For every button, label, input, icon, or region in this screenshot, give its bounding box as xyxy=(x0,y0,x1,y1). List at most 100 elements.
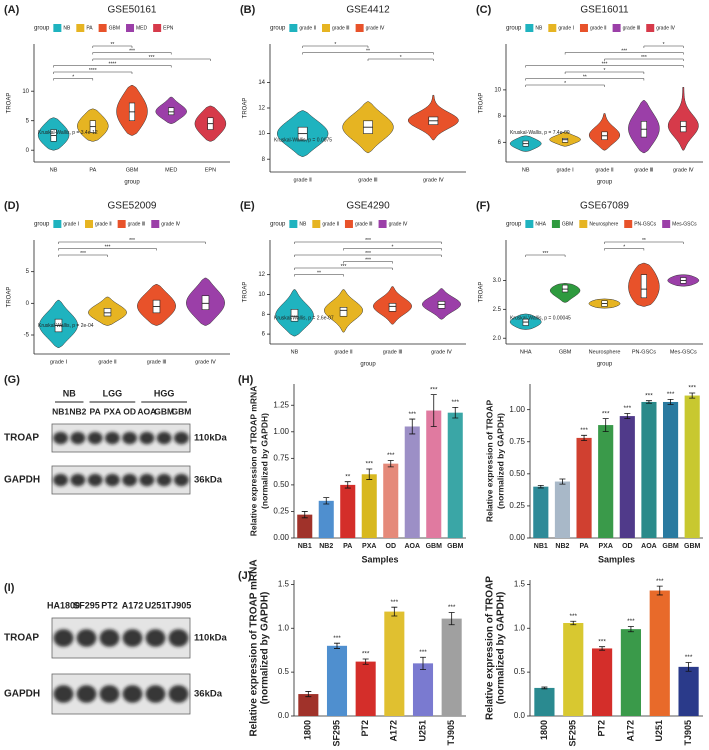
x-axis-label: group xyxy=(360,362,376,368)
box xyxy=(562,284,569,293)
legend-swatch xyxy=(344,220,353,228)
y-axis-label: Relative expression of TROAP mRNA xyxy=(248,386,258,537)
significance-label: *** xyxy=(419,649,427,656)
bar xyxy=(383,463,399,538)
lane-label: SF295 xyxy=(73,600,100,610)
size-label: 110kDa xyxy=(194,633,227,644)
significance-label: **** xyxy=(109,61,117,67)
x-tick-label: SF295 xyxy=(568,720,578,747)
error-bar xyxy=(301,511,308,519)
legend-swatch xyxy=(98,24,107,32)
error-bar xyxy=(537,484,544,489)
legend-swatch xyxy=(646,24,655,32)
legend-title: group xyxy=(506,222,522,228)
y-tick-label: 2.5 xyxy=(493,307,502,313)
significance-bracket xyxy=(604,241,684,244)
legend-swatch xyxy=(579,24,588,32)
significance-label: ** xyxy=(642,238,646,244)
box xyxy=(562,138,569,143)
error-bar xyxy=(452,406,459,419)
significance-label: *** xyxy=(667,391,675,398)
bar xyxy=(297,514,313,538)
significance-label: * xyxy=(623,244,625,250)
significance-bracket xyxy=(525,65,684,68)
significance-bracket xyxy=(294,241,442,244)
legend-title: group xyxy=(34,222,50,228)
legend-title: group xyxy=(34,26,50,32)
box xyxy=(168,107,175,116)
x-tick-label: grade Ⅲ xyxy=(358,177,378,183)
x-axis-label: group xyxy=(597,180,613,186)
size-label: 110kDa xyxy=(194,433,227,444)
significance-label: *** xyxy=(408,411,416,418)
panel-label: (I) xyxy=(4,582,15,594)
significance-label: *** xyxy=(621,48,627,54)
significance-label: * xyxy=(392,244,394,250)
legend-swatch xyxy=(153,24,162,32)
panel-label: (H) xyxy=(238,374,254,386)
blot-band xyxy=(168,685,189,703)
y-tick-label: 1.00 xyxy=(509,405,525,414)
error-bar xyxy=(541,686,548,690)
error-bar xyxy=(559,478,566,485)
y-tick-label: 0.5 xyxy=(514,667,526,676)
significance-label: *** xyxy=(365,461,373,468)
x-tick-label: U251 xyxy=(417,720,427,742)
significance-bracket xyxy=(564,71,645,74)
significance-bracket xyxy=(58,248,157,251)
bar xyxy=(404,426,420,538)
x-axis-label: Samples xyxy=(598,554,635,564)
significance-bracket xyxy=(294,274,344,277)
y-tick-label: 0.75 xyxy=(273,453,289,462)
significance-bracket xyxy=(294,267,393,270)
bar xyxy=(340,484,356,538)
significance-bracket xyxy=(525,78,645,81)
error-bar xyxy=(391,606,398,617)
size-label: 36kDa xyxy=(194,689,223,700)
significance-label: *** xyxy=(685,654,693,661)
y-axis-label: (normalized by GAPDH) xyxy=(496,592,507,705)
bar xyxy=(447,412,463,538)
x-tick-label: grade Ⅲ xyxy=(383,349,403,355)
error-bar xyxy=(366,468,373,480)
y-tick-label: 0.25 xyxy=(509,501,525,510)
blot-band xyxy=(122,685,143,703)
error-bar xyxy=(570,620,577,626)
bar xyxy=(554,481,571,538)
bar xyxy=(533,486,549,538)
error-bar xyxy=(599,646,606,651)
violin xyxy=(549,283,581,303)
bar xyxy=(591,648,613,716)
error-bar xyxy=(581,434,588,441)
x-tick-label: NB xyxy=(291,349,299,355)
significance-label: *** xyxy=(129,48,135,54)
x-tick-label: GBM xyxy=(447,543,464,550)
lane-label: PA xyxy=(90,406,101,416)
x-tick-label: NHA xyxy=(520,349,532,355)
x-tick-label: PA xyxy=(579,543,588,550)
x-tick-label: PA xyxy=(343,543,352,550)
significance-label: *** xyxy=(333,635,341,642)
x-tick-label: AOA xyxy=(641,543,657,550)
error-bar xyxy=(448,612,455,626)
y-tick-label: 8 xyxy=(498,114,502,120)
x-tick-label: NB1 xyxy=(534,543,548,550)
significance-label: *** xyxy=(598,638,606,645)
lane-label: OD xyxy=(123,406,136,416)
significance-label: *** xyxy=(391,599,399,606)
x-tick-label: GBM xyxy=(426,543,443,550)
y-tick-label: 2.0 xyxy=(493,336,502,342)
error-bar xyxy=(685,662,692,672)
y-tick-label: 0 xyxy=(26,148,30,154)
box xyxy=(437,301,446,309)
legend-label: grade Ⅲ xyxy=(332,25,350,31)
blot-background xyxy=(51,617,191,659)
legend-swatch xyxy=(525,24,534,32)
y-axis-label: TROAP xyxy=(243,282,249,303)
significance-label: *** xyxy=(365,257,371,263)
y-tick-label: 10 xyxy=(258,131,265,137)
legend-label: grade Ⅰ xyxy=(558,25,574,31)
bar xyxy=(361,474,377,538)
significance-bracket xyxy=(53,78,94,81)
